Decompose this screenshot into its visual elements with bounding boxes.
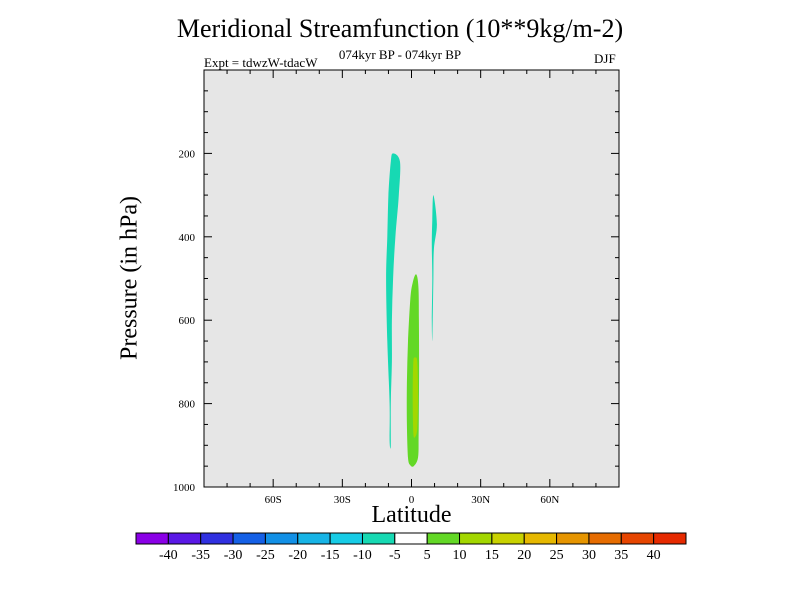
x-tick-label: 30S bbox=[334, 494, 351, 506]
colorbar-swatch bbox=[394, 532, 428, 545]
colorbar-label: -20 bbox=[288, 548, 307, 563]
colorbar-swatch bbox=[264, 532, 299, 545]
x-axis-label: Latitude bbox=[371, 502, 452, 528]
y-tick-label: 800 bbox=[179, 399, 196, 411]
colorbar-label: 25 bbox=[550, 548, 564, 563]
x-tick-label: 0 bbox=[409, 494, 415, 506]
colorbar-label: 10 bbox=[453, 548, 467, 563]
colorbar-label: 35 bbox=[614, 548, 628, 563]
colorbar-swatch bbox=[491, 532, 525, 545]
y-tick-label: 200 bbox=[179, 148, 196, 160]
chart-subtitle-right: DJF bbox=[594, 51, 616, 66]
colorbar-swatch bbox=[426, 532, 461, 545]
contour-region-2 bbox=[431, 195, 437, 342]
chart-subtitle-center: 074kyr BP - 074kyr BP bbox=[338, 47, 462, 62]
colorbar-swatch bbox=[361, 532, 396, 545]
y-tick-label: 400 bbox=[179, 232, 196, 244]
colorbar-label: -30 bbox=[224, 548, 243, 563]
colorbar-label: 20 bbox=[517, 548, 531, 563]
colorbar: -40 -35 -30 -25 -20 -15 -10 -5 5 10 15 20 25 30 35 40 bbox=[135, 532, 687, 563]
colorbar-label: 5 bbox=[424, 548, 431, 563]
colorbar-swatch bbox=[523, 532, 558, 545]
colorbar-label: -35 bbox=[191, 548, 210, 563]
colorbar-swatch bbox=[232, 532, 266, 545]
colorbar-swatch bbox=[297, 532, 331, 545]
colorbar-swatch bbox=[459, 532, 493, 545]
colorbar-swatch bbox=[653, 532, 687, 545]
colorbar-swatch bbox=[588, 532, 622, 545]
colorbar-swatch bbox=[329, 532, 363, 545]
colorbar-label: -40 bbox=[159, 548, 178, 563]
colorbar-swatch bbox=[200, 532, 234, 545]
contour-regions bbox=[386, 153, 437, 467]
colorbar-label: 40 bbox=[647, 548, 661, 563]
colorbar-label: 15 bbox=[485, 548, 499, 563]
colorbar-label: 30 bbox=[582, 548, 596, 563]
colorbar-label: -15 bbox=[321, 548, 340, 563]
contour-region-1 bbox=[386, 153, 401, 449]
chart-title: Meridional Streamfunction (10**9kg/m-2) bbox=[176, 14, 624, 43]
colorbar-swatch bbox=[556, 532, 590, 545]
x-tick-label: 30N bbox=[471, 494, 490, 506]
x-tick-label: 60N bbox=[540, 494, 559, 506]
colorbar-swatch bbox=[135, 532, 169, 545]
x-tick-label: 60S bbox=[265, 494, 282, 506]
contour-region-4 bbox=[412, 357, 418, 438]
plot-frame bbox=[203, 69, 620, 488]
colorbar-label: -5 bbox=[389, 548, 401, 563]
chart-subtitle-left: Expt = tdwzW-tdacW bbox=[204, 55, 318, 70]
colorbar-swatch bbox=[167, 532, 202, 545]
colorbar-label: -10 bbox=[353, 548, 372, 563]
colorbar-label: -25 bbox=[256, 548, 275, 563]
y-tick-label: 1000 bbox=[173, 482, 196, 494]
colorbar-swatch bbox=[620, 532, 655, 545]
y-tick-label: 600 bbox=[179, 315, 196, 327]
